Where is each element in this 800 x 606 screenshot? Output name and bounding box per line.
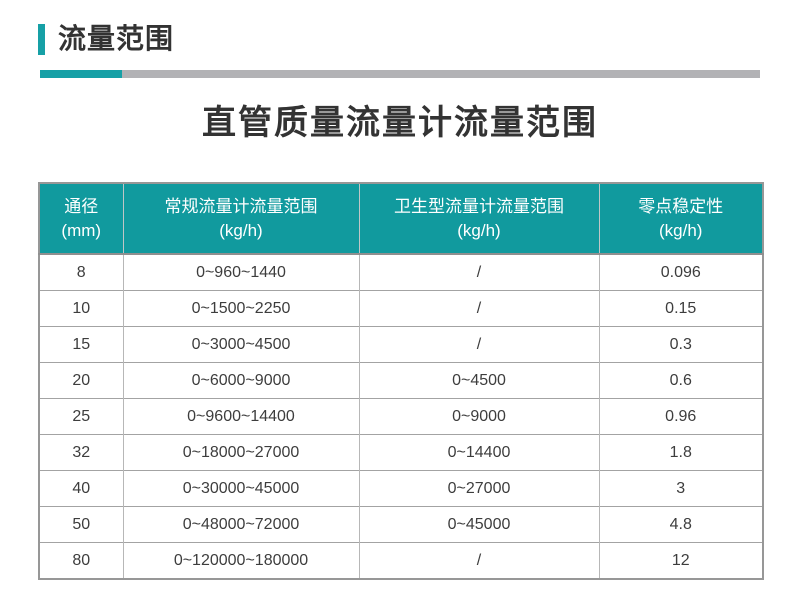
table-cell: 0~18000~27000 (122, 434, 359, 471)
col-header-zero-stability: 零点稳定性 (kg/h) (598, 183, 763, 255)
table-cell: 0.6 (598, 362, 763, 399)
col-header-label: 常规流量计流量范围 (164, 196, 318, 216)
table-row: 20 0~6000~9000 0~4500 0.6 (39, 362, 763, 399)
table-row: 80 0~120000~180000/12 (39, 542, 763, 579)
table-cell: 0~9600~14400 (122, 398, 359, 435)
table-cell: 0.3 (598, 326, 763, 363)
table-cell: 0.15 (598, 290, 763, 327)
table-body: 8 0~960~1440/0.096 10 0~1500~2250/0.15 15 0~3… (39, 254, 763, 579)
table-cell: 0~14400 (358, 434, 599, 471)
table-cell: 1.8 (598, 434, 763, 471)
divider-accent-segment (40, 70, 122, 78)
table-header: 通径 (mm) 常规流量计流量范围 (kg/h) 卫生型流量计流量范围 (kg/… (39, 183, 763, 255)
table-cell: 40 (39, 470, 123, 507)
section-title: 流量范围 (58, 23, 175, 54)
section-header: 流量范围 (38, 22, 174, 56)
table-header-row: 通径 (mm) 常规流量计流量范围 (kg/h) 卫生型流量计流量范围 (kg/… (39, 183, 763, 255)
flow-range-table: 通径 (mm) 常规流量计流量范围 (kg/h) 卫生型流量计流量范围 (kg/… (38, 182, 764, 580)
col-header-diameter: 通径 (mm) (39, 183, 123, 255)
table-cell: 0~6000~9000 (122, 362, 359, 399)
table-cell: 12 (598, 542, 763, 579)
table-cell: 25 (39, 398, 123, 435)
table-cell: 3 (598, 470, 763, 507)
col-header-regular-range: 常规流量计流量范围 (kg/h) (122, 183, 359, 255)
table-title: 直管质量流量计流量范围 (202, 104, 598, 142)
col-header-label: 卫生型流量计流量范围 (394, 196, 564, 216)
section-divider (40, 70, 760, 78)
table-cell: 4.8 (598, 506, 763, 543)
table-cell: 32 (39, 434, 123, 471)
table-cell: 10 (39, 290, 123, 327)
table-cell: 0.096 (598, 254, 763, 291)
table-cell: 20 (39, 362, 123, 399)
col-header-sanitary-range: 卫生型流量计流量范围 (kg/h) (358, 183, 599, 255)
table-cell: 0~1500~2250 (122, 290, 359, 327)
table-row: 25 0~9600~14400 0~9000 0.96 (39, 398, 763, 435)
table-cell: 0~4500 (358, 362, 599, 399)
table-cell: 0~48000~72000 (122, 506, 359, 543)
table-row: 40 0~30000~45000 0~27000 3 (39, 470, 763, 507)
table-cell: 0~9000 (358, 398, 599, 435)
section-accent-bar (38, 23, 45, 55)
col-header-label: 通径 (64, 196, 99, 216)
table-cell: / (358, 326, 599, 363)
table-cell: 0~30000~45000 (122, 470, 359, 507)
table-cell: 15 (39, 326, 123, 363)
table-cell: 50 (39, 506, 123, 543)
table-row: 32 0~18000~27000 0~14400 1.8 (39, 434, 763, 471)
table-cell: 0~3000~4500 (122, 326, 359, 363)
table-row: 10 0~1500~2250/0.15 (39, 290, 763, 327)
table-cell: 80 (39, 542, 123, 579)
table-cell: 0~45000 (358, 506, 599, 543)
table-cell: / (358, 542, 599, 579)
table-cell: 0~120000~180000 (122, 542, 359, 579)
table-cell: / (358, 254, 599, 291)
table-cell: 0~960~1440 (122, 254, 359, 291)
table-cell: 8 (39, 254, 123, 291)
table-cell: / (358, 290, 599, 327)
col-header-label: 零点稳定性 (638, 196, 724, 216)
table-cell: 0~27000 (358, 470, 599, 507)
col-header-unit: (kg/h) (659, 220, 703, 240)
table-row: 15 0~3000~4500/0.3 (39, 326, 763, 363)
table-row: 50 0~48000~72000 0~45000 4.8 (39, 506, 763, 543)
table-row: 8 0~960~1440/0.096 (39, 254, 763, 291)
col-header-unit: (kg/h) (219, 220, 263, 240)
col-header-unit: (kg/h) (457, 220, 501, 240)
table-cell: 0.96 (598, 398, 763, 435)
col-header-unit: (mm) (61, 220, 102, 240)
